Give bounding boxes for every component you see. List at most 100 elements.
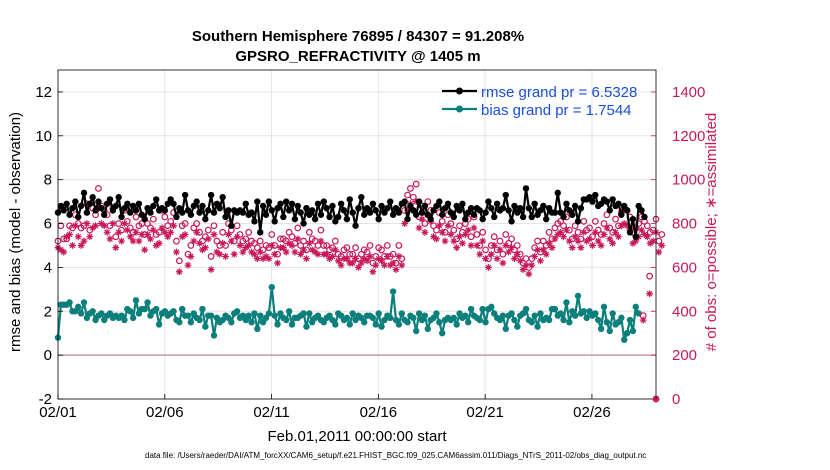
assimilated-point — [473, 242, 481, 249]
possible-point — [95, 185, 102, 192]
assimilated-point — [415, 224, 423, 232]
assimilated-point — [557, 228, 565, 236]
assimilated-point — [372, 261, 380, 269]
assimilated-point — [193, 228, 201, 236]
y-tick-label: 2 — [44, 303, 52, 320]
possible-point — [366, 242, 374, 249]
assimilated-point — [548, 244, 556, 252]
assimilated-point — [398, 261, 406, 269]
rmse-point — [337, 200, 345, 207]
bias-point — [436, 319, 443, 326]
assimilated-point — [242, 244, 250, 252]
bias-point — [522, 305, 530, 313]
rmse-point — [606, 207, 613, 214]
bias-point — [462, 312, 469, 319]
assimilated-point — [262, 253, 270, 260]
bias-point — [254, 325, 261, 333]
assimilated-point — [314, 250, 322, 258]
bias-point — [77, 310, 85, 317]
assimilated-point — [279, 244, 287, 252]
rmse-point — [69, 204, 76, 212]
possible-point — [173, 237, 180, 245]
y-tick-label: 4 — [44, 259, 52, 276]
bias-point — [571, 312, 579, 319]
bias-point — [66, 299, 73, 306]
rmse-point — [115, 194, 122, 201]
assimilated-point — [225, 231, 232, 238]
assimilated-point — [123, 226, 131, 234]
rmse-point — [309, 207, 316, 214]
rmse-point — [358, 194, 365, 201]
assimilated-point — [389, 259, 397, 267]
bias-point — [560, 316, 567, 324]
bias-point — [283, 316, 290, 324]
assimilated-point — [646, 239, 654, 247]
rmse-point — [314, 200, 322, 207]
possible-point — [450, 226, 458, 234]
assimilated-point — [643, 233, 651, 241]
rmse-point — [488, 204, 495, 212]
rmse-point — [326, 213, 333, 221]
assimilated-point — [392, 266, 400, 273]
bias-point — [404, 319, 411, 326]
assimilated-point — [236, 242, 244, 249]
rmse-point — [311, 215, 319, 223]
rmse-point — [251, 218, 258, 225]
possible-point — [479, 228, 487, 236]
assimilated-point — [219, 239, 227, 247]
possible-point — [343, 244, 351, 252]
rmse-point — [554, 189, 561, 197]
bias-point — [421, 312, 429, 319]
bias-point — [439, 330, 446, 337]
rmse-point — [303, 204, 310, 212]
assimilated-point — [435, 222, 443, 230]
bias-point — [580, 308, 587, 315]
rmse-point — [288, 200, 296, 207]
x-axis-ticks: 02/01 02/06 02/11 02/16 02/21 02/26 — [39, 394, 611, 421]
rmse-point — [323, 204, 330, 212]
bias-point — [361, 319, 368, 326]
rmse-point — [618, 211, 625, 218]
bias-point — [271, 312, 278, 319]
rmse-point — [222, 213, 229, 221]
assimilated-point — [404, 206, 411, 214]
rmse-point — [517, 204, 524, 212]
rmse-point — [462, 215, 469, 223]
assimilated-point — [69, 242, 76, 249]
rmse-point — [343, 215, 351, 223]
chart-title: Southern Hemisphere 76895 / 84307 = 91.2… — [192, 28, 524, 45]
assimilated-point — [591, 228, 599, 236]
assimilated-point — [459, 239, 466, 247]
x-axis-label: Feb.01,2011 00:00:00 start — [267, 428, 447, 445]
rmse-point — [179, 209, 186, 216]
assimilated-point — [580, 228, 588, 236]
bias-point — [248, 319, 255, 326]
rmse-point — [609, 196, 616, 203]
bias-point — [508, 310, 515, 317]
rmse-point — [540, 202, 547, 210]
possible-point — [256, 237, 264, 245]
assimilated-point — [326, 255, 333, 263]
bias-point — [251, 310, 258, 317]
assimilated-point — [594, 237, 602, 245]
assimilated-point — [317, 237, 325, 245]
rmse-point — [574, 218, 582, 225]
y2-axis-ticks: 0 200 400 600 800 1000 1200 1400 — [651, 84, 705, 408]
assimilated-point — [511, 255, 518, 263]
rmse-point — [317, 211, 325, 218]
bias-point — [129, 314, 137, 322]
legend-bias-label: bias grand pr = 1.7544 — [481, 102, 632, 119]
rmse-point — [187, 211, 195, 218]
bias-point — [378, 323, 385, 330]
rmse-point — [427, 215, 434, 223]
bias-point — [257, 312, 264, 319]
rmse-point — [511, 202, 518, 210]
rmse-point — [118, 213, 125, 221]
assimilated-point — [138, 231, 146, 238]
bias-point — [563, 299, 570, 306]
legend-rmse-marker — [456, 87, 463, 95]
rmse-point — [467, 204, 475, 212]
assimilated-point — [600, 231, 608, 238]
rmse-point — [199, 202, 206, 210]
assimilated-point — [525, 270, 533, 278]
